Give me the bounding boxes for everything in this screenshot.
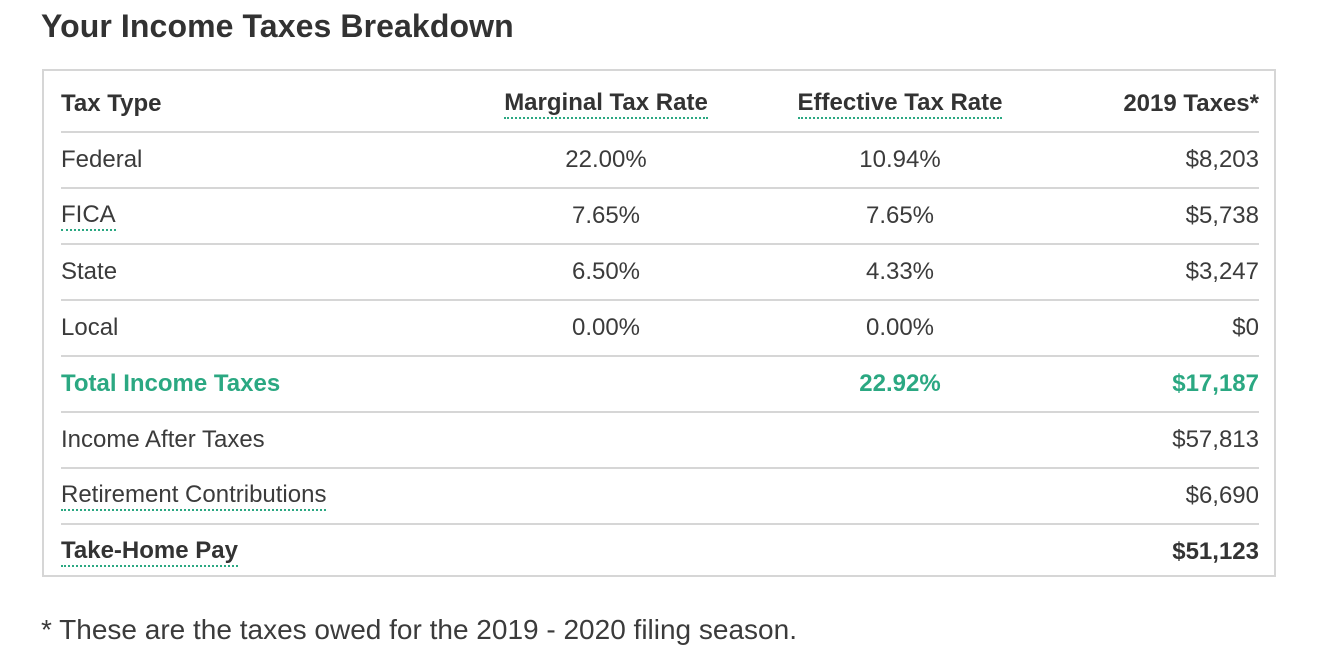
header-effective-rate[interactable]: Effective Tax Rate (785, 77, 1015, 131)
row-taxes: $5,738 (1185, 202, 1259, 229)
table-row: Federal 22.00% 10.94% $8,203 (61, 133, 1259, 189)
page-title: Your Income Taxes Breakdown (41, 8, 514, 44)
row-marginal-rate: 7.65% (571, 202, 641, 229)
table-row: FICA 7.65% 7.65% $5,738 (61, 189, 1259, 245)
table-row: Local 0.00% 0.00% $0 (61, 301, 1259, 357)
footnote: * These are the taxes owed for the 2019 … (41, 614, 797, 645)
row-marginal-rate: 6.50% (571, 258, 641, 285)
effective-rate-tooltip-label[interactable]: Effective Tax Rate (797, 90, 1003, 120)
row-taxes: $0 (1232, 314, 1259, 341)
row-label-state: State (61, 258, 118, 285)
fica-tooltip-label[interactable]: FICA (61, 202, 116, 232)
row-taxes: $8,203 (1185, 146, 1259, 173)
take-home-pay-label[interactable]: Take-Home Pay (61, 525, 238, 579)
header-2019-taxes: 2019 Taxes* (1123, 90, 1259, 117)
marginal-rate-tooltip-label[interactable]: Marginal Tax Rate (504, 90, 708, 120)
total-taxes: $17,187 (1172, 370, 1259, 397)
row-effective-rate: 7.65% (865, 202, 935, 229)
total-effective-rate: 22.92% (859, 370, 941, 397)
row-marginal-rate: 22.00% (565, 146, 647, 173)
row-effective-rate: 0.00% (865, 314, 935, 341)
take-home-tooltip-label[interactable]: Take-Home Pay (61, 538, 238, 568)
income-after-taxes-label: Income After Taxes (61, 426, 265, 453)
total-label: Total Income Taxes (61, 370, 281, 397)
table-row: State 6.50% 4.33% $3,247 (61, 245, 1259, 301)
retirement-contributions-label[interactable]: Retirement Contributions (61, 469, 327, 523)
retirement-contributions-row: Retirement Contributions $6,690 (61, 469, 1259, 525)
income-after-taxes-row: Income After Taxes $57,813 (61, 413, 1259, 469)
row-effective-rate: 4.33% (865, 258, 935, 285)
row-effective-rate: 10.94% (859, 146, 941, 173)
row-marginal-rate: 0.00% (571, 314, 641, 341)
header-marginal-rate[interactable]: Marginal Tax Rate (491, 77, 721, 131)
row-label-fica[interactable]: FICA (61, 189, 116, 243)
row-label-local: Local (61, 314, 119, 341)
retirement-tooltip-label[interactable]: Retirement Contributions (61, 482, 327, 512)
take-home-pay-value: $51,123 (1172, 538, 1259, 565)
table-header-row: Tax Type Marginal Tax Rate Effective Tax… (61, 77, 1259, 133)
header-tax-type: Tax Type (61, 90, 162, 117)
income-after-taxes-value: $57,813 (1172, 426, 1259, 453)
tax-breakdown-table: Tax Type Marginal Tax Rate Effective Tax… (42, 69, 1276, 577)
row-label-federal: Federal (61, 146, 143, 173)
take-home-pay-row: Take-Home Pay $51,123 (61, 525, 1259, 581)
total-income-taxes-row: Total Income Taxes 22.92% $17,187 (61, 357, 1259, 413)
row-taxes: $3,247 (1185, 258, 1259, 285)
retirement-contributions-value: $6,690 (1185, 482, 1259, 509)
